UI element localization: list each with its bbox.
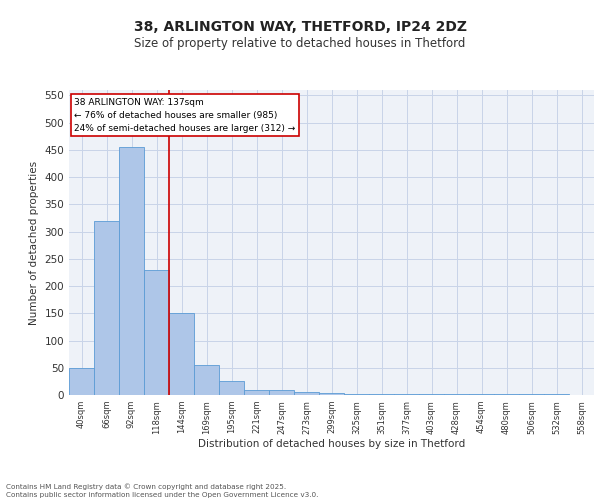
Bar xyxy=(169,314,194,395)
Bar xyxy=(119,147,144,395)
Bar xyxy=(544,394,569,395)
Bar xyxy=(69,368,94,395)
X-axis label: Distribution of detached houses by size in Thetford: Distribution of detached houses by size … xyxy=(198,440,465,450)
Bar xyxy=(144,270,169,395)
Text: Contains HM Land Registry data © Crown copyright and database right 2025.
Contai: Contains HM Land Registry data © Crown c… xyxy=(6,484,319,498)
Bar xyxy=(394,394,419,395)
Bar xyxy=(469,394,494,395)
Bar xyxy=(194,365,219,395)
Bar xyxy=(369,394,394,395)
Bar xyxy=(419,394,444,395)
Y-axis label: Number of detached properties: Number of detached properties xyxy=(29,160,39,324)
Bar xyxy=(319,394,344,395)
Bar xyxy=(219,382,244,395)
Bar xyxy=(444,394,469,395)
Text: 38 ARLINGTON WAY: 137sqm
← 76% of detached houses are smaller (985)
24% of semi-: 38 ARLINGTON WAY: 137sqm ← 76% of detach… xyxy=(74,98,296,133)
Bar xyxy=(244,390,269,395)
Bar xyxy=(494,394,519,395)
Bar xyxy=(269,390,294,395)
Bar xyxy=(94,220,119,395)
Bar xyxy=(294,392,319,395)
Bar xyxy=(519,394,544,395)
Text: Size of property relative to detached houses in Thetford: Size of property relative to detached ho… xyxy=(134,38,466,51)
Text: 38, ARLINGTON WAY, THETFORD, IP24 2DZ: 38, ARLINGTON WAY, THETFORD, IP24 2DZ xyxy=(133,20,467,34)
Bar xyxy=(344,394,369,395)
